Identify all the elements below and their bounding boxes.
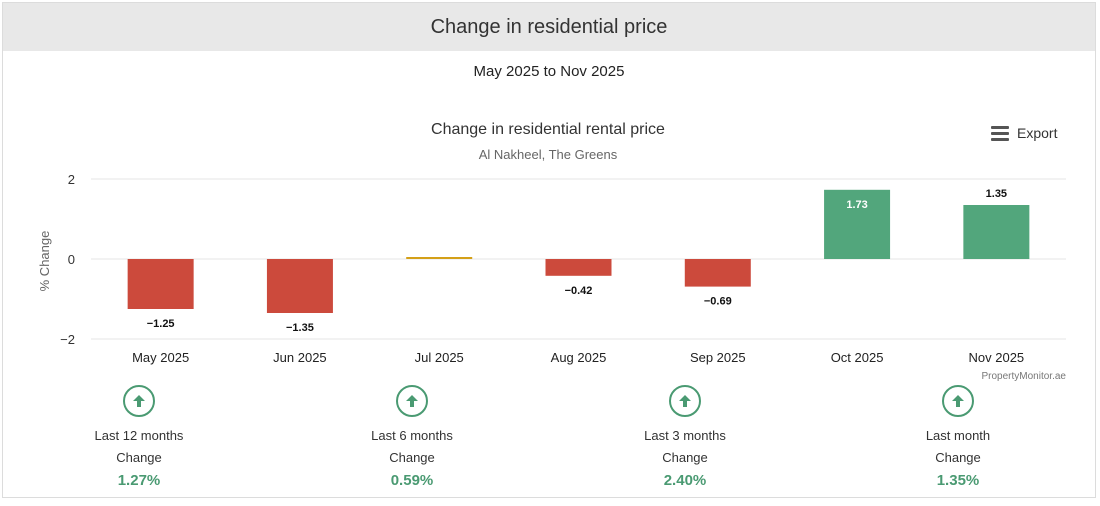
x-tick-label: May 2025 <box>132 350 189 365</box>
data-label: 1.73 <box>846 199 867 211</box>
stat-period: Last 6 months <box>371 428 453 443</box>
stat-period: Last month <box>925 428 991 443</box>
x-tick-label: Oct 2025 <box>831 350 884 365</box>
chart-subtitle: Al Nakheel, The Greens <box>479 147 618 162</box>
credits-text: PropertyMonitor.ae <box>982 371 1067 382</box>
export-button[interactable]: Export <box>991 125 1057 141</box>
stat-last-12-months: Last 12 months Change 1.27% <box>59 385 219 493</box>
data-label: −1.35 <box>286 322 314 334</box>
bar-jul-2025 <box>406 257 473 259</box>
arrow-up-circle-icon <box>669 385 701 417</box>
page-title: Change in residential price <box>430 15 668 38</box>
stat-label: Change <box>389 450 435 465</box>
stat-value: 0.59% <box>390 472 434 489</box>
bar-jun-2025 <box>266 259 333 313</box>
export-label: Export <box>1017 125 1058 141</box>
bar-oct-2025 <box>824 189 891 259</box>
stat-value: 1.27% <box>117 472 161 489</box>
data-label: −1.25 <box>147 318 175 330</box>
stat-label: Change <box>662 450 708 465</box>
x-tick-label: Jul 2025 <box>415 350 464 365</box>
data-label: −0.42 <box>565 285 593 297</box>
arrow-up-circle-icon <box>942 385 974 417</box>
stat-label: Change <box>935 450 981 465</box>
hamburger-menu-icon <box>991 125 1009 141</box>
stat-last-month: Last month Change 1.35% <box>878 385 1038 493</box>
card-header: Change in residential price <box>3 3 1095 51</box>
x-tick-label: Sep 2025 <box>690 350 746 365</box>
chart-title: Change in residential rental price <box>431 121 665 138</box>
x-tick-label: Aug 2025 <box>551 350 607 365</box>
arrow-up-circle-icon <box>123 385 155 417</box>
bar-chart: Change in residential rental price Al Nak… <box>37 121 1067 382</box>
stat-period: Last 12 months <box>94 428 184 443</box>
stat-last-3-months: Last 3 months Change 2.40% <box>605 385 765 493</box>
data-label: −0.69 <box>704 296 732 308</box>
x-tick-label: Nov 2025 <box>969 350 1025 365</box>
y-tick-label: 0 <box>68 252 75 267</box>
price-change-card: Change in residential price May 2025 to … <box>2 2 1096 498</box>
y-tick-label: 2 <box>68 172 75 187</box>
stat-last-6-months: Last 6 months Change 0.59% <box>332 385 492 493</box>
bar-may-2025 <box>127 259 194 309</box>
stat-value: 2.40% <box>663 472 707 489</box>
bar-aug-2025 <box>545 259 612 276</box>
y-axis-label: % Change <box>37 231 52 292</box>
date-range-subtitle: May 2025 to Nov 2025 <box>473 63 625 80</box>
stat-label: Change <box>116 450 162 465</box>
bar-nov-2025 <box>963 205 1030 259</box>
stat-period: Last 3 months <box>644 428 726 443</box>
x-tick-label: Jun 2025 <box>273 350 327 365</box>
y-tick-label: −2 <box>60 332 75 347</box>
data-label: 1.35 <box>986 188 1007 200</box>
bar-sep-2025 <box>684 259 751 287</box>
stat-value: 1.35% <box>936 472 980 489</box>
arrow-up-circle-icon <box>396 385 428 417</box>
